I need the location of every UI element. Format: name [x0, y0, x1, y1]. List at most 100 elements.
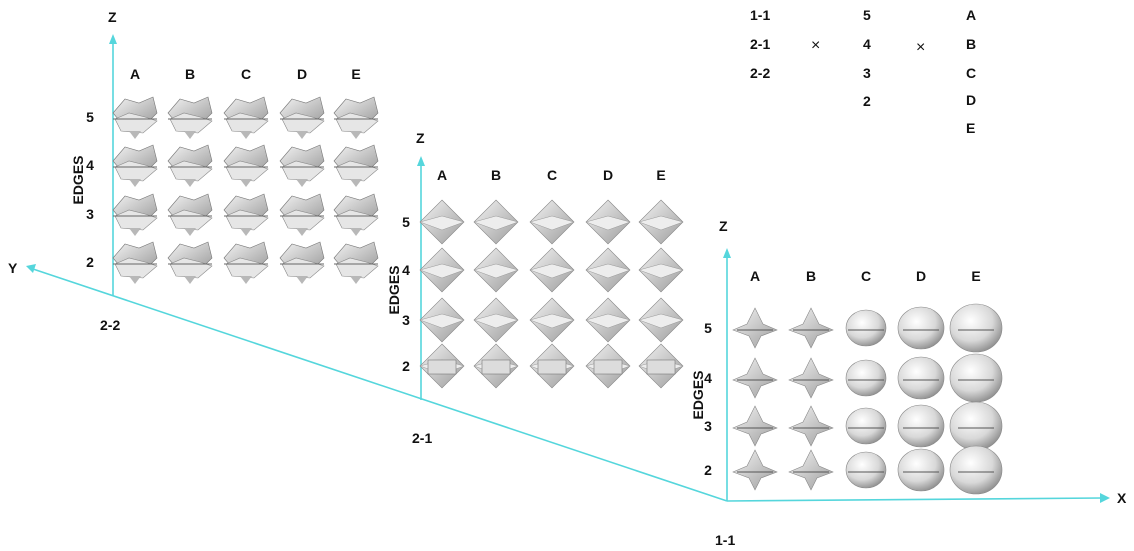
cell-shape-icon — [845, 359, 887, 397]
z-axis-label: Z — [416, 130, 425, 146]
cell-shape-icon — [638, 297, 684, 343]
cell-shape-icon — [949, 401, 1003, 451]
row-label: 2 — [86, 254, 94, 270]
column-label: C — [241, 66, 251, 82]
z-axis-arrow-icon — [109, 34, 117, 44]
cell-shape-icon — [419, 247, 465, 293]
cell-shape-icon — [788, 357, 834, 399]
cell-shape-icon — [585, 247, 631, 293]
cell-shape-icon — [529, 199, 575, 245]
column-label: D — [297, 66, 307, 82]
row-label: 3 — [86, 206, 94, 222]
cell-shape-icon — [897, 448, 945, 492]
cell-shape-icon — [949, 445, 1003, 495]
x-axis-line — [726, 497, 1103, 502]
z-axis-arrow-icon — [723, 248, 731, 258]
cell-shape-icon — [167, 241, 213, 284]
cell-shape-icon — [732, 405, 778, 447]
column-label: A — [750, 268, 760, 284]
legend: 1-1 2-1 2-2 × 5 4 3 2 × A B C D E — [750, 7, 976, 136]
y-axis-label: Y — [8, 260, 18, 276]
cell-shape-icon — [732, 307, 778, 349]
column-label: C — [861, 268, 871, 284]
row-label: 3 — [704, 418, 712, 434]
column-label: C — [547, 167, 557, 183]
legend-third-3: C — [966, 65, 976, 81]
column-label: E — [351, 66, 360, 82]
cell-shape-icon — [845, 309, 887, 347]
cell-shape-icon — [529, 297, 575, 343]
cell-shape-icon — [732, 357, 778, 399]
y-axis-arrow-icon — [26, 264, 36, 273]
cell-shape-icon — [845, 451, 887, 489]
x-axis-arrow-icon — [1100, 493, 1110, 503]
row-label: 5 — [86, 109, 94, 125]
cell-shape-icon — [223, 241, 269, 284]
cell-shape-icon — [638, 199, 684, 245]
column-label: D — [603, 167, 613, 183]
cell-shape-icon — [279, 193, 325, 236]
cell-shape-icon — [949, 303, 1003, 353]
cell-shape-icon — [279, 241, 325, 284]
cell-shape-icon — [167, 144, 213, 187]
cell-shape-icon — [638, 343, 684, 389]
legend-third-5: E — [966, 120, 975, 136]
cell-shape-icon — [112, 144, 158, 187]
legend-first-1: 1-1 — [750, 7, 770, 23]
column-label: D — [916, 268, 926, 284]
cell-shape-icon — [897, 356, 945, 400]
panel-origin-label: 1-1 — [715, 532, 735, 548]
y-axis-line — [32, 268, 728, 502]
cell-shape-icon — [419, 343, 465, 389]
cell-shape-icon — [279, 96, 325, 139]
cell-shape-icon — [788, 405, 834, 447]
x-axis-label: X — [1117, 490, 1127, 506]
cell-shape-icon — [333, 193, 379, 236]
legend-third-1: A — [966, 7, 976, 23]
row-label: 4 — [704, 370, 712, 386]
panel-1-1: Z 1-1 EDGES A B C D E 5 4 3 2 — [690, 218, 1003, 548]
cell-shape-icon — [112, 193, 158, 236]
z-axis-label: Z — [108, 9, 117, 25]
column-label: B — [185, 66, 195, 82]
row-label: 4 — [86, 157, 94, 173]
cell-shape-icon — [419, 199, 465, 245]
cell-shape-icon — [473, 297, 519, 343]
column-label: B — [806, 268, 816, 284]
panel-2-2: Z 2-2 EDGES A B C D E 5 4 3 2 — [70, 9, 379, 333]
cell-shape-icon — [897, 404, 945, 448]
cell-shape-icon — [167, 193, 213, 236]
cell-shape-icon — [529, 343, 575, 389]
cell-shape-icon — [473, 343, 519, 389]
cell-shape-icon — [333, 144, 379, 187]
cell-shape-icon — [845, 407, 887, 445]
cell-shape-icon — [112, 241, 158, 284]
cell-shape-icon — [585, 199, 631, 245]
panel-origin-label: 2-1 — [412, 430, 432, 446]
cell-shape-icon — [788, 449, 834, 491]
legend-third-4: D — [966, 92, 976, 108]
cell-shape-icon — [419, 297, 465, 343]
row-label: 3 — [402, 312, 410, 328]
column-label: E — [971, 268, 980, 284]
edges-axis-label: EDGES — [386, 265, 402, 314]
row-label: 2 — [704, 462, 712, 478]
cell-shape-icon — [223, 144, 269, 187]
row-label: 4 — [402, 262, 410, 278]
cell-shape-icon — [279, 144, 325, 187]
z-axis-arrow-icon — [417, 156, 425, 166]
legend-first-3: 2-2 — [750, 65, 770, 81]
cell-shape-icon — [333, 241, 379, 284]
cell-shape-icon — [167, 96, 213, 139]
cell-shape-icon — [473, 247, 519, 293]
column-label: B — [491, 167, 501, 183]
legend-second-2: 4 — [863, 36, 871, 52]
legend-third-2: B — [966, 36, 976, 52]
legend-first-2: 2-1 — [750, 36, 770, 52]
z-axis-label: Z — [719, 218, 728, 234]
cell-shape-icon — [585, 343, 631, 389]
cell-shape-icon — [112, 96, 158, 139]
legend-times-1: × — [811, 37, 820, 54]
